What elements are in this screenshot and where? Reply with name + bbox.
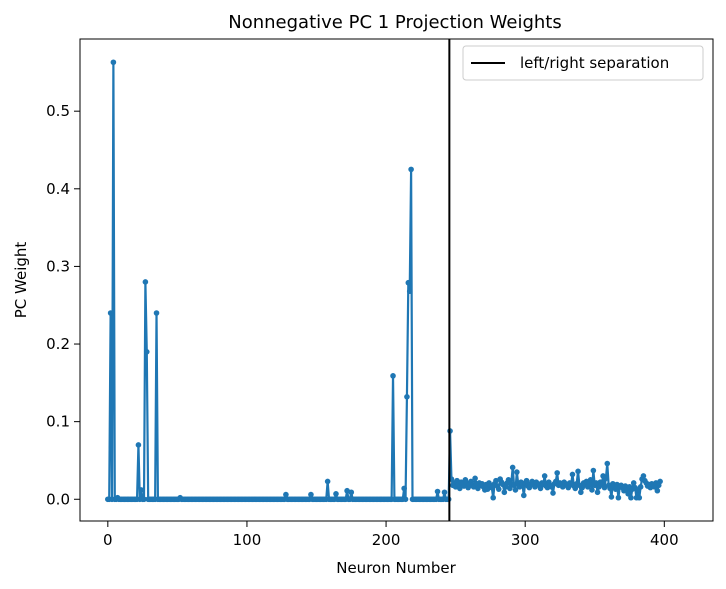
data-point — [501, 489, 508, 496]
data-point — [490, 494, 496, 501]
data-point — [615, 494, 622, 501]
data-point — [457, 485, 463, 492]
data-point — [654, 487, 661, 494]
data-point — [138, 487, 145, 493]
y-tick-label: 0.1 — [46, 413, 70, 431]
data-point — [434, 488, 441, 495]
y-tick-label: 0.5 — [46, 102, 70, 120]
x-tick-label: 200 — [372, 531, 401, 549]
data-point — [593, 480, 599, 486]
data-point — [283, 491, 289, 498]
data-point — [575, 468, 581, 475]
data-point — [143, 349, 150, 355]
x-axis: 0 100 200 300 400 — [103, 521, 679, 549]
data-point — [402, 496, 409, 503]
legend: left/right separation — [462, 45, 704, 81]
data-point — [505, 477, 512, 483]
data-point — [572, 485, 579, 492]
data-point — [333, 491, 339, 497]
legend-box — [462, 45, 704, 81]
data-point — [390, 373, 396, 379]
data-point — [135, 442, 142, 448]
data-point — [401, 485, 407, 492]
data-point — [657, 478, 663, 485]
chart-title: Nonnegative PC 1 Projection Weights — [228, 12, 561, 33]
data-point — [507, 485, 513, 492]
data-point — [408, 166, 414, 173]
y-tick-label: 0.4 — [46, 180, 70, 198]
data-point — [404, 394, 410, 400]
data-point — [495, 486, 502, 492]
plot-frame — [79, 38, 714, 522]
data-point — [541, 473, 548, 479]
data-point — [625, 491, 631, 497]
data-point — [110, 59, 117, 66]
data-point — [472, 475, 478, 482]
data-point — [521, 492, 527, 499]
data-point — [608, 494, 615, 500]
data-point — [537, 485, 544, 492]
data-point — [636, 494, 643, 501]
data-point — [405, 279, 412, 286]
data-point — [514, 469, 520, 475]
data-point — [142, 279, 149, 285]
data-point — [594, 489, 601, 496]
data-point — [512, 487, 519, 493]
x-tick-label: 300 — [511, 531, 540, 549]
y-axis-label: PC Weight — [12, 242, 30, 319]
data-point — [348, 489, 355, 496]
data-point — [587, 477, 594, 483]
data-point — [578, 489, 584, 496]
data-point — [153, 310, 160, 316]
data-point — [628, 494, 634, 501]
x-axis-label: Neuron Number — [336, 559, 456, 577]
data-point — [569, 471, 576, 478]
data-point — [509, 464, 516, 471]
data-point — [630, 480, 637, 486]
x-tick-label: 0 — [103, 531, 113, 549]
legend-label: left/right separation — [520, 54, 669, 72]
x-tick-label: 400 — [650, 531, 679, 549]
data-point — [489, 484, 495, 491]
y-tick-label: 0.0 — [46, 490, 70, 508]
data-point — [550, 490, 556, 496]
data-point — [637, 484, 644, 490]
data-point — [141, 496, 147, 503]
data-point — [590, 467, 597, 474]
data-point — [554, 470, 560, 476]
x-tick-label: 100 — [233, 531, 262, 549]
y-tick-label: 0.2 — [46, 335, 70, 353]
data-point — [640, 473, 647, 479]
data-point — [308, 491, 314, 498]
data-point — [603, 475, 609, 482]
data-point — [604, 460, 611, 467]
y-tick-label: 0.3 — [46, 257, 70, 275]
data-point — [589, 487, 595, 493]
data-point — [324, 478, 331, 485]
data-point — [107, 310, 114, 316]
data-point — [523, 477, 530, 484]
y-axis: 0.0 0.1 0.2 0.3 0.4 0.5 — [46, 102, 80, 508]
data-point — [607, 485, 613, 492]
plot-area — [105, 39, 663, 521]
data-point — [601, 484, 608, 491]
data-point — [406, 288, 413, 295]
data-point — [612, 486, 619, 492]
data-point — [441, 489, 448, 496]
